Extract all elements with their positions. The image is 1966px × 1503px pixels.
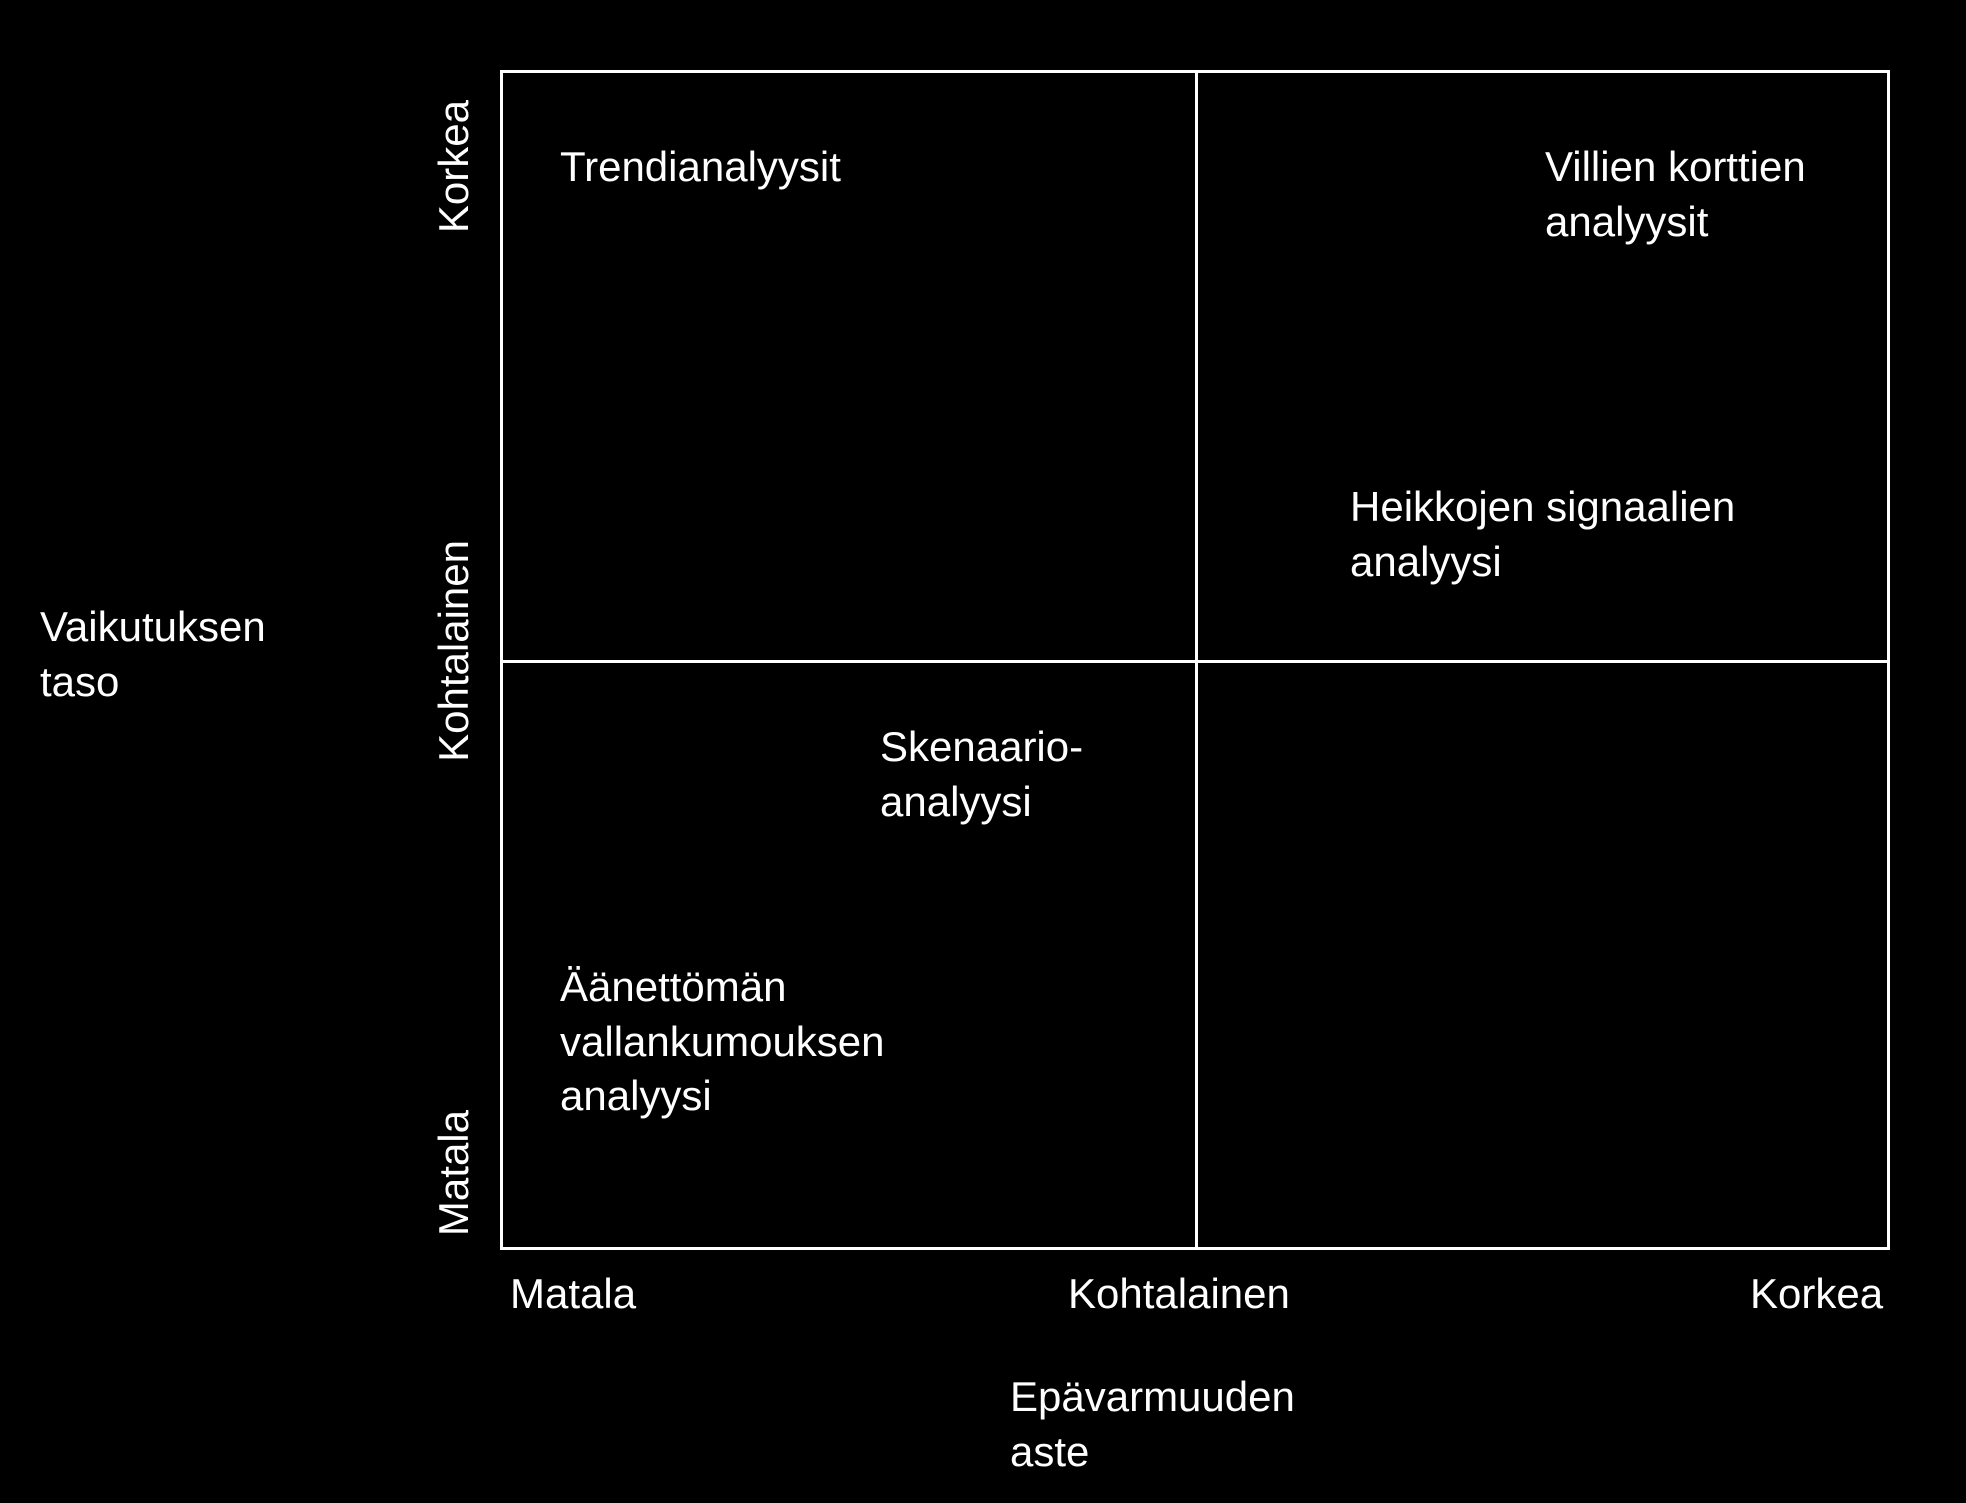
label-silent-line2: vallankumouksen [560,1018,885,1065]
label-weak-signals: Heikkojen signaalien analyysi [1350,480,1735,589]
y-axis-title-line1: Vaikutuksen [40,603,266,650]
label-weak-line2: analyysi [1350,538,1502,585]
y-tick-mid: Kohtalainen [430,540,478,762]
label-silent-revolution: Äänettömän vallankumouksen analyysi [560,960,885,1124]
x-axis-title-line2: aste [1010,1428,1089,1475]
x-tick-high: Korkea [1750,1270,1883,1318]
grid-horizontal-divider [500,660,1890,663]
label-wild-cards: Villien korttien analyysit [1545,140,1806,249]
label-scenario-line1: Skenaario- [880,723,1083,770]
x-axis-title-line1: Epävarmuuden [1010,1373,1295,1420]
label-wild-line1: Villien korttien [1545,143,1806,190]
label-scenario-line2: analyysi [880,778,1032,825]
x-axis-title: Epävarmuuden aste [1010,1370,1295,1479]
y-axis-title: Vaikutuksen taso [40,600,266,709]
label-trend-analysis: Trendianalyysit [560,140,841,195]
label-silent-line3: analyysi [560,1072,712,1119]
label-wild-line2: analyysit [1545,198,1708,245]
x-tick-low: Matala [510,1270,636,1318]
label-silent-line1: Äänettömän [560,963,787,1010]
y-tick-high: Korkea [430,100,478,233]
y-axis-title-line2: taso [40,658,119,705]
x-tick-mid: Kohtalainen [1068,1270,1290,1318]
label-scenario-analysis: Skenaario- analyysi [880,720,1083,829]
y-tick-low: Matala [430,1110,478,1236]
label-weak-line1: Heikkojen signaalien [1350,483,1735,530]
